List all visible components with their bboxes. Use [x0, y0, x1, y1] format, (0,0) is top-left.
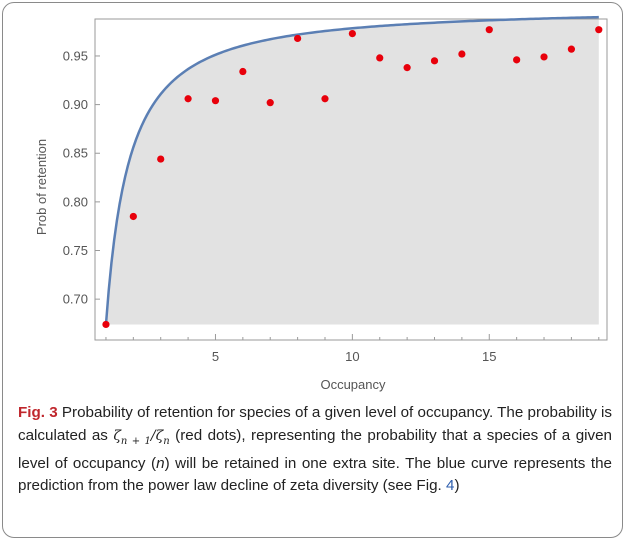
x-tick-label: 15 [482, 349, 496, 364]
data-point [376, 54, 384, 62]
x-tick-label: 10 [345, 349, 359, 364]
subscript-n-plus-1: n + 1 [120, 435, 151, 447]
plot-area: 0.70 0.75 0.80 0.85 0.90 0.95 5 10 15 [63, 15, 608, 364]
zeta-symbol: ζ [155, 427, 164, 444]
zeta-symbol: ζ [113, 427, 121, 444]
data-point [567, 45, 576, 53]
data-point [595, 26, 603, 34]
subscript-n: n [163, 435, 170, 447]
data-point [102, 320, 110, 329]
y-tick-label: 0.85 [63, 146, 88, 161]
y-axis-title: Prob of retention [34, 139, 49, 235]
x-axis: 5 10 15 [105, 334, 600, 364]
y-tick-label: 0.80 [63, 194, 88, 209]
area-under-curve [105, 17, 599, 325]
data-point [294, 34, 302, 43]
y-tick-label: 0.90 [63, 97, 88, 112]
variable-n: n [156, 454, 165, 472]
figure-reference-link[interactable]: 4 [445, 477, 455, 495]
data-point [129, 212, 137, 221]
fraction-slash: / [150, 427, 156, 444]
data-point [321, 95, 329, 103]
y-axis: 0.70 0.75 0.80 0.85 0.90 0.95 [63, 48, 100, 307]
data-point [485, 26, 493, 34]
retention-points [102, 26, 603, 329]
caption-text-3: ) will be retained in one extra site. Th… [18, 454, 612, 495]
chart: 0.70 0.75 0.80 0.85 0.90 0.95 5 10 15 Occupancy… [34, 15, 608, 392]
figure-label: Fig. 3 [18, 404, 58, 421]
zeta-n-plus-1: ζn + 1/ζn [113, 427, 170, 447]
prediction-curve [104, 15, 599, 325]
y-tick-label: 0.75 [63, 243, 88, 258]
data-point [266, 99, 274, 107]
x-axis-title: Occupancy [320, 377, 386, 392]
y-tick-label: 0.70 [63, 292, 88, 307]
data-point [458, 50, 466, 58]
caption-text-1: Probability of retention for species of … [18, 404, 612, 444]
data-point [430, 57, 439, 65]
caption-text-4: ) [454, 477, 460, 495]
data-point [184, 95, 192, 103]
data-point [239, 67, 247, 76]
figure-caption: Fig. 3 Probability of retention for spec… [18, 402, 612, 498]
plot-frame [94, 18, 608, 341]
data-point [513, 56, 521, 64]
data-point [348, 29, 356, 38]
y-tick-label: 0.95 [63, 48, 88, 63]
data-point [403, 64, 411, 72]
data-point [157, 155, 165, 163]
x-tick-label: 5 [212, 349, 219, 364]
caption-text-2: (red dots), representing the probability… [18, 426, 613, 472]
data-point [211, 97, 220, 105]
data-point [540, 53, 548, 61]
